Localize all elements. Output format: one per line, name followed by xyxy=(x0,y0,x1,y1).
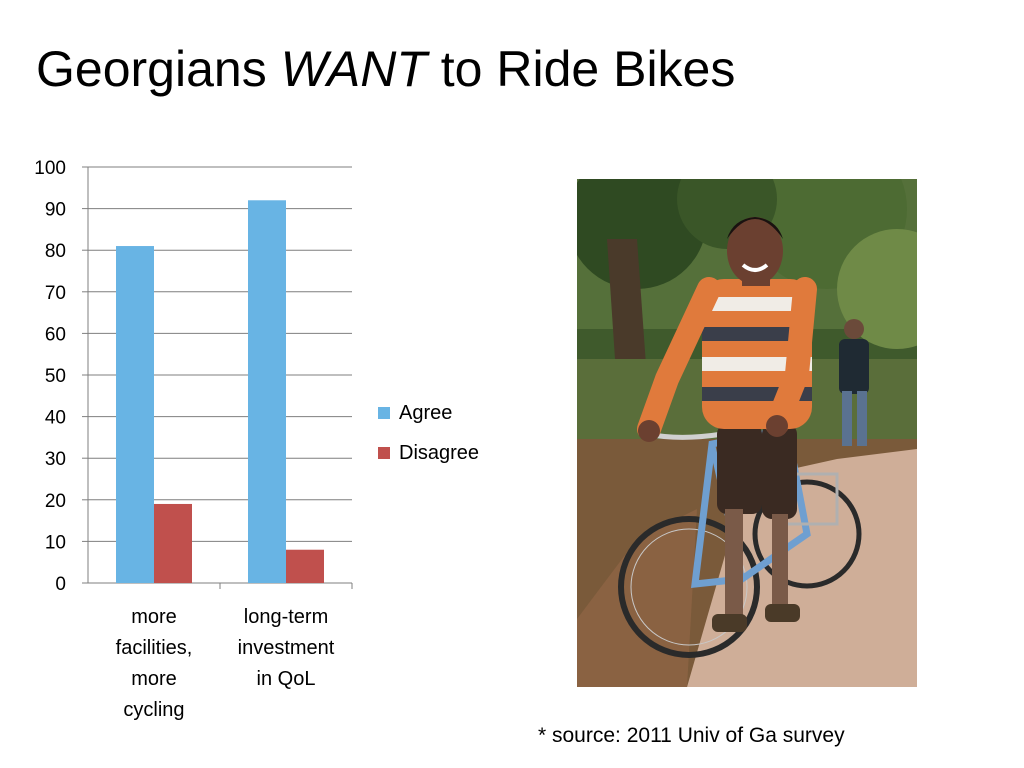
category-label: long-term xyxy=(244,606,328,628)
legend-swatch-disagree xyxy=(378,447,390,459)
category-label: more xyxy=(131,606,177,628)
y-tick-label: 0 xyxy=(55,574,66,595)
category-label: more xyxy=(131,668,177,690)
y-tick-label: 10 xyxy=(45,532,66,553)
cyclist-photo xyxy=(577,179,917,687)
slide-title: Georgians WANT to Ride Bikes xyxy=(36,38,735,100)
category-label: cycling xyxy=(123,699,184,721)
title-prefix: Georgians xyxy=(36,41,281,97)
y-tick-label: 80 xyxy=(45,241,66,262)
title-emphasis: WANT xyxy=(280,41,427,97)
y-tick-label: 100 xyxy=(34,158,66,179)
bar-disagree xyxy=(154,503,192,583)
y-tick-label: 40 xyxy=(45,408,66,429)
category-label: investment xyxy=(238,637,335,659)
y-tick-label: 60 xyxy=(45,324,66,345)
source-note: * source: 2011 Univ of Ga survey xyxy=(538,724,845,747)
y-tick-label: 70 xyxy=(45,283,66,304)
legend-label-agree: Agree xyxy=(399,402,452,424)
bar-disagree xyxy=(286,549,324,583)
bar-chart: 0 10 20 30 40 50 60 70 80 90 100 more facilities, mor… xyxy=(34,158,479,721)
y-tick-label: 50 xyxy=(45,366,66,387)
y-tick-label: 90 xyxy=(45,200,66,221)
category-label: facilities, xyxy=(116,637,193,659)
y-tick-label: 30 xyxy=(45,449,66,470)
title-suffix: to Ride Bikes xyxy=(426,41,736,97)
bar-agree xyxy=(248,200,286,583)
y-tick-label: 20 xyxy=(45,491,66,512)
bar-agree xyxy=(116,246,154,583)
legend-label-disagree: Disagree xyxy=(399,442,479,464)
legend-swatch-agree xyxy=(378,407,390,419)
category-label: in QoL xyxy=(257,668,316,690)
